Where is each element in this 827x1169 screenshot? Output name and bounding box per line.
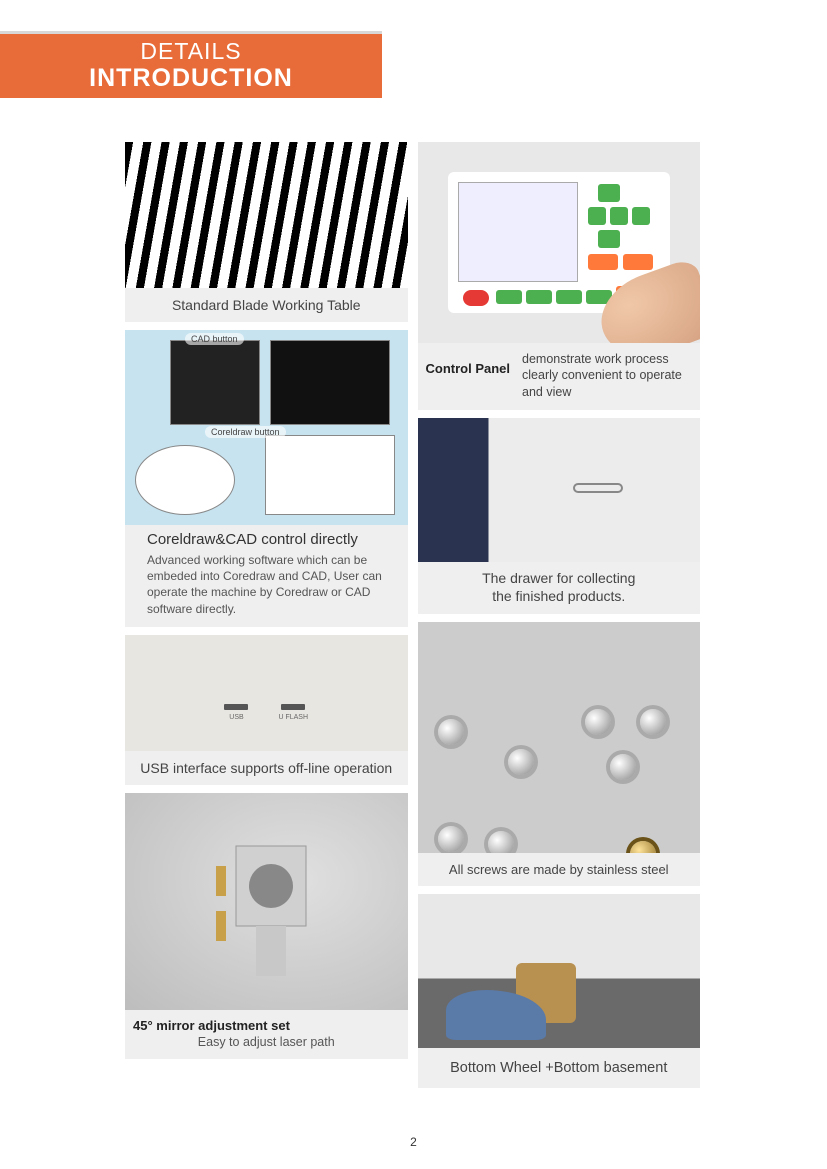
- caption-wheel: Bottom Wheel +Bottom basement: [418, 1048, 701, 1088]
- caption-blade-table: Standard Blade Working Table: [125, 288, 408, 322]
- body-control-panel: demonstrate work process clearly conveni…: [522, 351, 692, 400]
- image-wheel: [418, 894, 701, 1048]
- card-blade-table: Standard Blade Working Table: [125, 142, 408, 322]
- image-mirror: [125, 793, 408, 1010]
- label-coreldraw-button: Coreldraw button: [205, 426, 286, 438]
- card-screws: All screws are made by stainless steel: [418, 622, 701, 886]
- caption-screws: All screws are made by stainless steel: [418, 853, 701, 886]
- card-mirror: 45° mirror adjustment set Easy to adjust…: [125, 793, 408, 1059]
- card-wheel: Bottom Wheel +Bottom basement: [418, 894, 701, 1088]
- usb-port-b: U FLASH: [278, 704, 308, 721]
- image-control-panel: [418, 142, 701, 343]
- caption-drawer-line2: the finished products.: [418, 588, 701, 614]
- card-control-panel: Control Panel demonstrate work process c…: [418, 142, 701, 410]
- card-usb: USB U FLASH USB interface supports off-l…: [125, 635, 408, 785]
- title-software: Coreldraw&CAD control directly: [125, 525, 408, 550]
- header-line1: DETAILS: [140, 40, 241, 63]
- content-grid: Standard Blade Working Table CAD button …: [125, 142, 700, 1096]
- image-usb: USB U FLASH: [125, 635, 408, 751]
- left-column: Standard Blade Working Table CAD button …: [125, 142, 408, 1096]
- right-column: Control Panel demonstrate work process c…: [418, 142, 701, 1096]
- sub-mirror: Easy to adjust laser path: [125, 1035, 408, 1059]
- page-number: 2: [0, 1135, 827, 1149]
- image-software: CAD button Coreldraw button: [125, 330, 408, 525]
- title-control-panel: Control Panel: [426, 351, 511, 400]
- card-drawer: The drawer for collecting the finished p…: [418, 418, 701, 614]
- caption-usb: USB interface supports off-line operatio…: [125, 751, 408, 785]
- header-banner: DETAILS INTRODUCTION: [0, 31, 382, 98]
- header-line2: INTRODUCTION: [89, 63, 293, 93]
- usb-port-a: USB: [224, 704, 248, 721]
- image-screws: [418, 622, 701, 853]
- body-software: Advanced working software which can be e…: [125, 550, 408, 627]
- caption-drawer-line1: The drawer for collecting: [418, 562, 701, 588]
- image-drawer: [418, 418, 701, 562]
- card-software: CAD button Coreldraw button Coreldraw&CA…: [125, 330, 408, 627]
- title-mirror: 45° mirror adjustment set: [125, 1010, 408, 1035]
- image-blade-table: [125, 142, 408, 288]
- label-cad-button: CAD button: [185, 333, 244, 345]
